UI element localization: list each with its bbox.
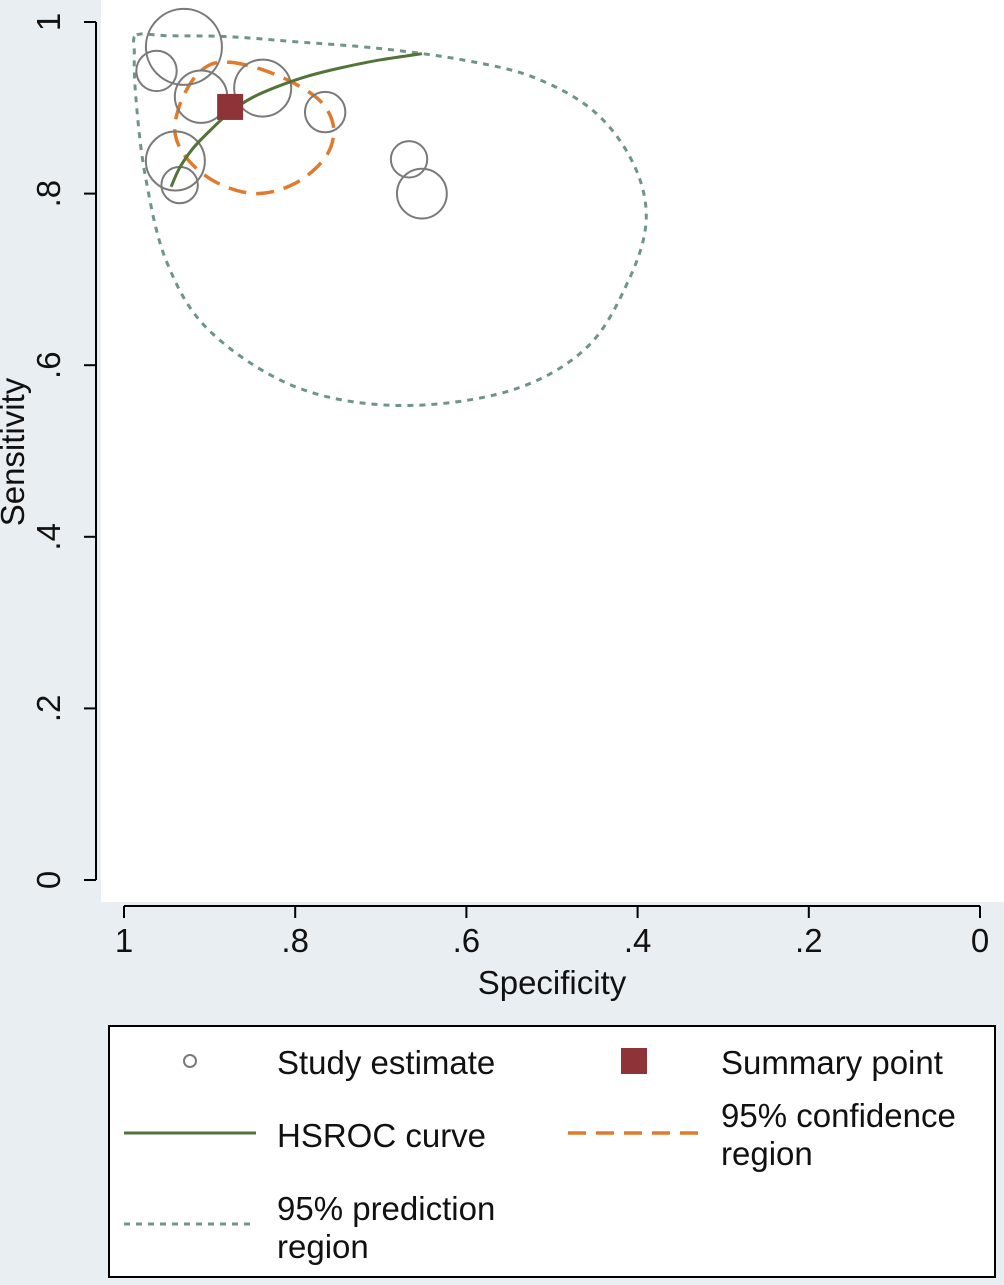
prediction-region <box>132 32 648 408</box>
legend-prediction-label-1: 95% prediction <box>277 1190 495 1227</box>
study-estimate-marker <box>395 167 448 220</box>
y-tick-label: 1 <box>30 13 67 31</box>
legend-prediction-label-2: region <box>277 1228 369 1265</box>
y-axis-title: Sensitivity <box>0 377 31 526</box>
summary-point <box>217 93 244 120</box>
y-tick-label: .6 <box>30 351 67 379</box>
study-estimate-marker <box>144 7 223 86</box>
legend-hsroc-label: HSROC curve <box>277 1117 486 1154</box>
study-estimate-marker <box>303 90 347 134</box>
confidence-region <box>173 60 336 196</box>
legend-confidence-label-2: region <box>721 1135 813 1172</box>
study-estimates <box>135 7 448 220</box>
legend-summary-label: Summary point <box>721 1044 943 1081</box>
x-tick-label: 1 <box>115 922 133 959</box>
study-estimate-marker <box>135 49 178 93</box>
legend-study-label: Study estimate <box>277 1044 495 1081</box>
hsroc-curve <box>169 52 423 188</box>
x-tick-label: 0 <box>971 922 989 959</box>
legend-summary-marker <box>621 1048 647 1074</box>
x-tick-label: .4 <box>624 922 652 959</box>
x-tick-label: .2 <box>795 922 823 959</box>
study-estimate-marker <box>144 130 206 192</box>
x-ticks: 1 .8 .6 .4 .2 0 <box>115 906 989 959</box>
legend-study-marker <box>183 1054 197 1068</box>
y-ticks: 0 .2 .4 .6 .8 1 <box>30 13 96 889</box>
legend: Study estimate Summary point HSROC curve… <box>108 1025 996 1278</box>
study-estimate-marker <box>233 58 293 118</box>
y-tick-label: .2 <box>30 695 67 723</box>
regions-layer <box>132 32 648 408</box>
study-estimate-marker <box>389 140 429 179</box>
y-tick-label: .4 <box>30 523 67 551</box>
legend-confidence-label-1: 95% confidence <box>721 1097 956 1134</box>
x-axis-title: Specificity <box>478 964 627 1001</box>
y-tick-label: .8 <box>30 180 67 208</box>
y-tick-label: 0 <box>30 871 67 889</box>
plot-area <box>101 0 1004 902</box>
x-tick-label: .6 <box>453 922 481 959</box>
legend-box <box>108 1025 996 1278</box>
x-tick-label: .8 <box>281 922 309 959</box>
